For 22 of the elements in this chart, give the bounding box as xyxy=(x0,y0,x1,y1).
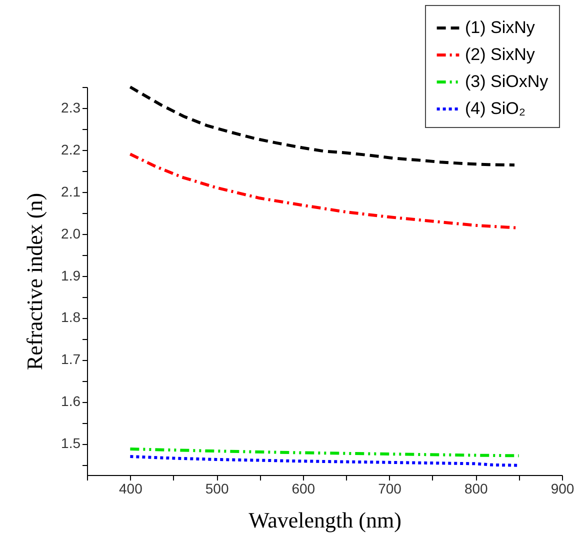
y-tick-label: 1.5 xyxy=(61,435,81,452)
line-series xyxy=(128,447,520,458)
x-tick-label: 600 xyxy=(292,480,316,496)
x-tick-label: 400 xyxy=(119,480,143,496)
x-tick-label: 900 xyxy=(550,480,574,496)
x-tick-label: 500 xyxy=(205,480,229,496)
legend-label: (2) SixNy xyxy=(465,45,536,64)
y-axis-title: Refractive index (n) xyxy=(22,192,48,370)
y-tick-label: 1.7 xyxy=(61,351,81,368)
y-tick-label: 2.2 xyxy=(61,141,81,158)
legend-label: (3) SiOxNy xyxy=(465,72,549,91)
y-tick-label: 1.8 xyxy=(61,309,81,326)
y-tick-label: 1.6 xyxy=(61,393,81,410)
x-tick-label: 700 xyxy=(378,480,402,496)
y-tick-label: 2.1 xyxy=(61,183,81,200)
x-axis-title: Wavelength (nm) xyxy=(248,508,402,532)
x-tick-label: 800 xyxy=(464,480,488,496)
legend-label: (1) SixNy xyxy=(465,18,536,37)
legend-label: (4) SiO₂ xyxy=(465,99,526,118)
y-tick-label: 1.9 xyxy=(61,267,81,284)
y-tick-label: 2.3 xyxy=(61,99,81,116)
y-tick-label: 2.0 xyxy=(61,225,81,242)
